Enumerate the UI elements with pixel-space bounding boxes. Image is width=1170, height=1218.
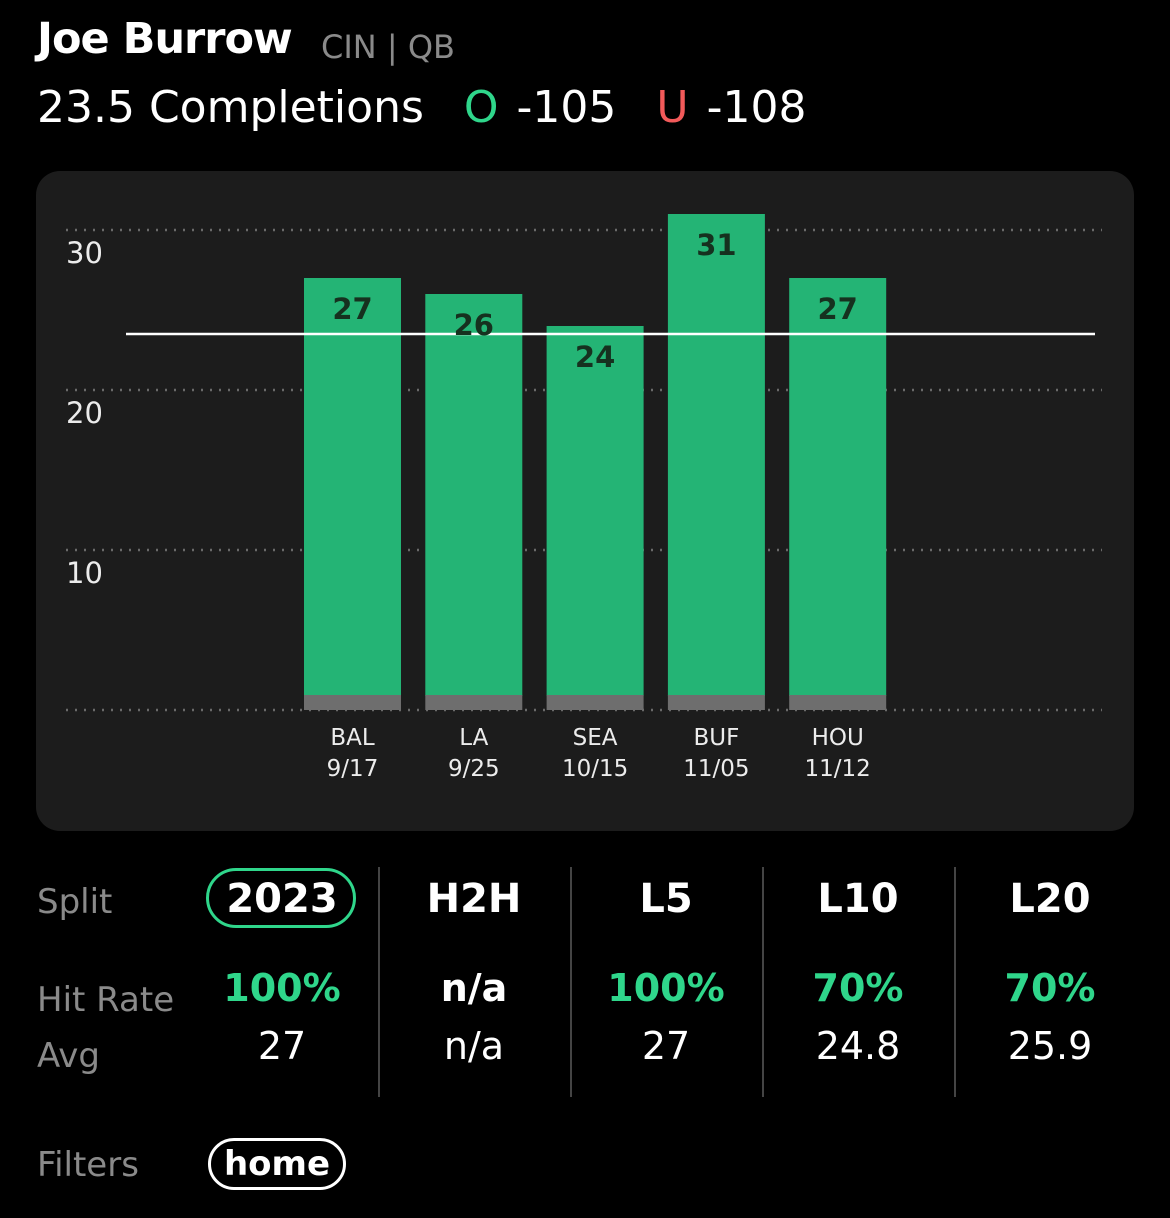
bar-value-label: 27 — [817, 292, 858, 326]
column-divider — [762, 867, 764, 1097]
y-tick-label: 20 — [66, 396, 103, 430]
x-team-label: BAL — [330, 725, 375, 751]
over-letter: O — [463, 82, 499, 133]
split-column-h2h[interactable]: H2H n/a n/a — [379, 0, 569, 1068]
hit-rate-l20: 70% — [1004, 966, 1096, 1010]
column-divider — [570, 867, 572, 1097]
bar-value-label: 26 — [453, 308, 494, 342]
under-letter: U — [656, 82, 689, 133]
prop-line-row: 23.5 Completions O -105 U -108 — [37, 82, 806, 133]
over-odds: -105 — [516, 82, 617, 133]
player-name: Joe Burrow — [37, 14, 293, 64]
split-column-l10[interactable]: L10 70% 24.8 — [763, 0, 953, 1068]
bar-base-sea — [546, 695, 644, 710]
y-tick-label: 30 — [66, 236, 103, 270]
x-team-label: BUF — [693, 725, 740, 751]
x-category-label: LA 9/25 — [424, 723, 524, 785]
bar-sea — [546, 326, 644, 696]
x-category-label: SEA 10/15 — [545, 723, 645, 785]
bar-hou — [789, 278, 887, 696]
x-category-label: HOU 11/12 — [788, 723, 888, 785]
chart-card: 10 20 30 27 BAL 9/17 26 LA 9/25 24 SEA 10/15 31 BUF 11… — [36, 171, 1134, 831]
bar-base-bal — [304, 695, 401, 710]
column-divider — [378, 867, 380, 1097]
prop-line: 23.5 Completions — [37, 82, 424, 133]
x-team-label: SEA — [572, 725, 618, 751]
avg-l20: 25.9 — [1007, 1024, 1093, 1068]
x-category-label: BUF 11/05 — [666, 723, 766, 785]
x-date-label: 11/12 — [804, 756, 871, 782]
bar-value-label: 24 — [574, 340, 616, 374]
bar-la — [425, 294, 523, 696]
avg-l10: 24.8 — [815, 1024, 901, 1068]
split-tab-2023[interactable]: 2023 — [226, 876, 338, 922]
bar-base-la — [425, 695, 523, 710]
bar-buf — [667, 214, 765, 696]
team-position: CIN | QB — [321, 28, 455, 66]
bar-value-label: 27 — [332, 292, 373, 326]
bar-base-hou — [789, 695, 887, 710]
filter-chip-home[interactable]: home — [208, 1138, 346, 1190]
column-divider — [954, 867, 956, 1097]
x-category-label: BAL 9/17 — [303, 723, 403, 785]
y-tick-label: 10 — [66, 556, 103, 590]
x-date-label: 10/15 — [561, 756, 629, 782]
hit-rate-2023: 100% — [223, 966, 341, 1010]
x-date-label: 9/25 — [447, 756, 500, 782]
bar-bal — [304, 278, 401, 696]
avg-row-label: Avg — [37, 1036, 100, 1076]
over-option[interactable]: O -105 — [464, 82, 617, 133]
split-tab-h2h[interactable]: H2H — [426, 876, 522, 922]
filters-label: Filters — [37, 1145, 139, 1185]
x-date-label: 11/05 — [683, 756, 750, 782]
avg-l5: 27 — [641, 1024, 691, 1068]
split-row-label: Split — [37, 882, 113, 922]
avg-2023: 27 — [257, 1024, 307, 1068]
bar-base-buf — [667, 695, 765, 710]
under-option[interactable]: U -108 — [656, 82, 806, 133]
x-date-label: 9/17 — [326, 756, 379, 782]
split-tab-l10[interactable]: L10 — [817, 876, 899, 922]
split-tab-l5[interactable]: L5 — [639, 876, 693, 922]
hit-rate-row-label: Hit Rate — [37, 980, 175, 1020]
hit-rate-l5: 100% — [607, 966, 725, 1010]
split-tab-l20[interactable]: L20 — [1009, 876, 1091, 922]
active-split-indicator — [206, 868, 356, 928]
hit-rate-l10: 70% — [812, 966, 904, 1010]
split-column-2023[interactable]: 2023 100% 27 — [187, 0, 377, 1068]
under-odds: -108 — [706, 82, 807, 133]
x-team-label: HOU — [811, 725, 864, 751]
avg-h2h: n/a — [443, 1024, 505, 1068]
bar-chart — [66, 214, 1102, 712]
x-team-label: LA — [459, 725, 489, 751]
hit-rate-h2h: n/a — [440, 966, 508, 1010]
split-column-l20[interactable]: L20 70% 25.9 — [955, 0, 1145, 1068]
bar-value-label: 31 — [696, 228, 737, 262]
split-column-l5[interactable]: L5 100% 27 — [571, 0, 761, 1068]
